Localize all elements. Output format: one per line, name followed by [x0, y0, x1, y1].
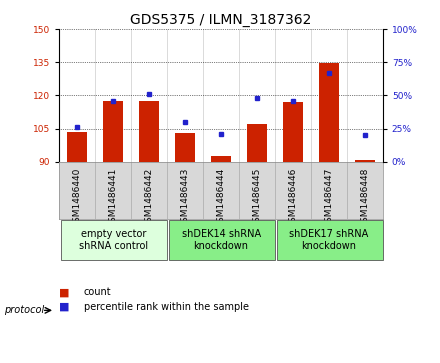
Text: GSM1486448: GSM1486448 — [360, 167, 369, 228]
Text: GSM1486444: GSM1486444 — [216, 167, 226, 228]
Text: ■: ■ — [59, 302, 70, 312]
Text: GSM1486446: GSM1486446 — [289, 167, 297, 228]
Text: GSM1486442: GSM1486442 — [145, 167, 154, 228]
Bar — [139, 101, 159, 162]
Bar — [355, 160, 375, 162]
Text: GSM1486440: GSM1486440 — [73, 167, 82, 228]
Text: protocol: protocol — [4, 305, 44, 315]
Text: shDEK14 shRNA
knockdown: shDEK14 shRNA knockdown — [182, 229, 260, 251]
Text: GSM1486443: GSM1486443 — [181, 167, 190, 228]
Text: count: count — [84, 287, 111, 297]
Text: percentile rank within the sample: percentile rank within the sample — [84, 302, 249, 312]
FancyBboxPatch shape — [61, 220, 167, 260]
Text: GSM1486441: GSM1486441 — [109, 167, 118, 228]
Bar — [247, 124, 267, 162]
Bar — [103, 101, 123, 162]
Bar — [319, 63, 339, 162]
Bar — [211, 156, 231, 162]
Bar — [175, 133, 195, 162]
Text: empty vector
shRNA control: empty vector shRNA control — [79, 229, 148, 251]
Title: GDS5375 / ILMN_3187362: GDS5375 / ILMN_3187362 — [130, 13, 312, 26]
Text: GSM1486447: GSM1486447 — [324, 167, 334, 228]
Text: shDEK17 shRNA
knockdown: shDEK17 shRNA knockdown — [289, 229, 369, 251]
Text: ■: ■ — [59, 287, 70, 297]
Bar — [67, 132, 87, 162]
FancyBboxPatch shape — [169, 220, 275, 260]
Bar — [283, 102, 303, 162]
Text: GSM1486445: GSM1486445 — [253, 167, 261, 228]
FancyBboxPatch shape — [277, 220, 383, 260]
